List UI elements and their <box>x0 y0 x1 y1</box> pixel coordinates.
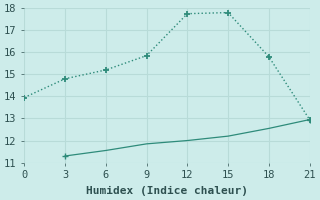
X-axis label: Humidex (Indice chaleur): Humidex (Indice chaleur) <box>86 186 248 196</box>
